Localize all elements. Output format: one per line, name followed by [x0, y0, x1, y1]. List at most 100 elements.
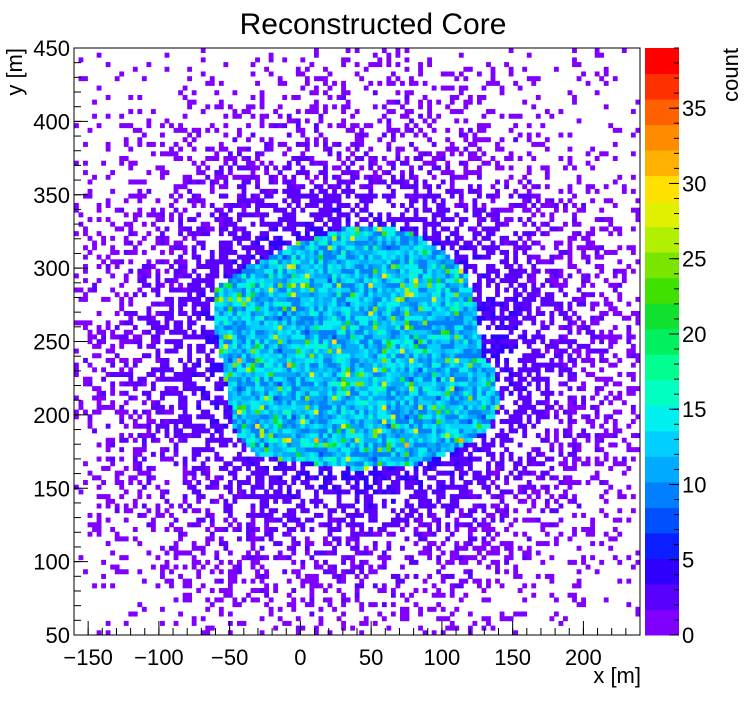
heatmap-cell	[178, 127, 183, 133]
heatmap-cell	[264, 273, 270, 279]
heatmap-cell	[404, 278, 410, 284]
heatmap-cell	[101, 465, 106, 471]
heatmap-cell	[241, 447, 247, 453]
heatmap-cell	[218, 245, 224, 251]
heatmap-cell	[255, 536, 260, 542]
heatmap-cell	[277, 362, 283, 368]
heatmap-cell	[223, 465, 229, 471]
heatmap-cell	[286, 264, 292, 270]
heatmap-cell	[440, 418, 446, 424]
heatmap-cell	[291, 376, 297, 382]
heatmap-cell	[105, 620, 111, 626]
heatmap-cell	[404, 418, 410, 424]
heatmap-cell	[178, 245, 183, 251]
heatmap-cell	[354, 212, 360, 218]
heatmap-cell	[418, 113, 423, 119]
heatmap-cell	[427, 62, 433, 68]
heatmap-cell	[354, 296, 360, 302]
heatmap-cell	[223, 545, 229, 551]
heatmap-cell	[431, 447, 437, 453]
heatmap-cell	[395, 156, 401, 162]
heatmap-cell	[381, 442, 387, 448]
heatmap-cell	[400, 273, 405, 279]
heatmap-cell	[146, 170, 152, 176]
heatmap-cell	[336, 578, 342, 584]
heatmap-cell	[363, 287, 369, 293]
heatmap-cell	[173, 433, 179, 439]
heatmap-cell	[404, 381, 410, 387]
heatmap-cell	[119, 207, 125, 213]
heatmap-cell	[345, 409, 351, 415]
heatmap-cell	[427, 404, 433, 410]
heatmap-cell	[386, 212, 392, 218]
heatmap-cell	[259, 123, 265, 129]
heatmap-cell	[372, 52, 378, 58]
heatmap-cell	[119, 301, 125, 307]
heatmap-cell	[372, 531, 378, 537]
heatmap-cell	[160, 151, 165, 157]
heatmap-cell	[400, 80, 405, 86]
heatmap-cell	[377, 353, 383, 359]
heatmap-cell	[218, 320, 224, 326]
heatmap-cell	[169, 386, 174, 392]
heatmap-cell	[400, 395, 405, 401]
heatmap-cell	[436, 296, 442, 302]
heatmap-cell	[218, 301, 224, 307]
heatmap-cell	[232, 329, 238, 335]
heatmap-cell	[237, 451, 242, 457]
heatmap-cell	[431, 287, 437, 293]
heatmap-cell	[436, 329, 442, 335]
heatmap-cell	[182, 531, 188, 537]
heatmap-cell	[400, 616, 405, 622]
heatmap-cell	[259, 418, 265, 424]
heatmap-cell	[291, 588, 297, 594]
heatmap-cell	[250, 254, 256, 260]
heatmap-cell	[359, 395, 365, 401]
heatmap-cell	[241, 254, 247, 260]
heatmap-cell	[205, 559, 211, 565]
heatmap-cell	[313, 254, 319, 260]
heatmap-cell	[282, 442, 288, 448]
heatmap-cell	[155, 198, 161, 204]
heatmap-cell	[300, 578, 306, 584]
heatmap-cell	[277, 235, 283, 241]
heatmap-cell	[218, 395, 224, 401]
heatmap-cell	[237, 217, 242, 223]
heatmap-cell	[418, 71, 423, 77]
heatmap-cell	[187, 226, 193, 232]
heatmap-cell	[196, 179, 202, 185]
heatmap-cell	[187, 343, 193, 349]
heatmap-cell	[164, 428, 170, 434]
heatmap-cell	[246, 202, 251, 208]
heatmap-cell	[295, 264, 301, 270]
heatmap-cell	[246, 282, 251, 288]
heatmap-cell	[304, 146, 310, 152]
heatmap-cell	[123, 555, 129, 561]
heatmap-cell	[327, 320, 333, 326]
heatmap-cell	[390, 423, 396, 429]
heatmap-cell	[273, 367, 279, 373]
heatmap-cell	[345, 339, 351, 345]
heatmap-cell	[341, 517, 346, 523]
heatmap-cell	[332, 235, 337, 241]
heatmap-cell	[291, 395, 297, 401]
heatmap-cell	[400, 564, 405, 570]
heatmap-cell	[436, 451, 442, 457]
heatmap-cell	[386, 306, 392, 312]
heatmap-cell	[323, 287, 328, 293]
heatmap-cell	[332, 310, 337, 316]
heatmap-cell	[137, 423, 143, 429]
heatmap-cell	[400, 592, 405, 598]
heatmap-cell	[354, 221, 360, 227]
heatmap-cell	[255, 597, 260, 603]
heatmap-cell	[268, 202, 274, 208]
heatmap-cell	[105, 630, 111, 636]
heatmap-cell	[83, 254, 88, 260]
heatmap-cell	[178, 503, 183, 509]
heatmap-cell	[255, 343, 260, 349]
heatmap-cell	[209, 625, 215, 631]
heatmap-cell	[241, 184, 247, 190]
heatmap-cell	[336, 315, 342, 321]
heatmap-cell	[259, 104, 265, 110]
heatmap-cell	[205, 475, 211, 481]
